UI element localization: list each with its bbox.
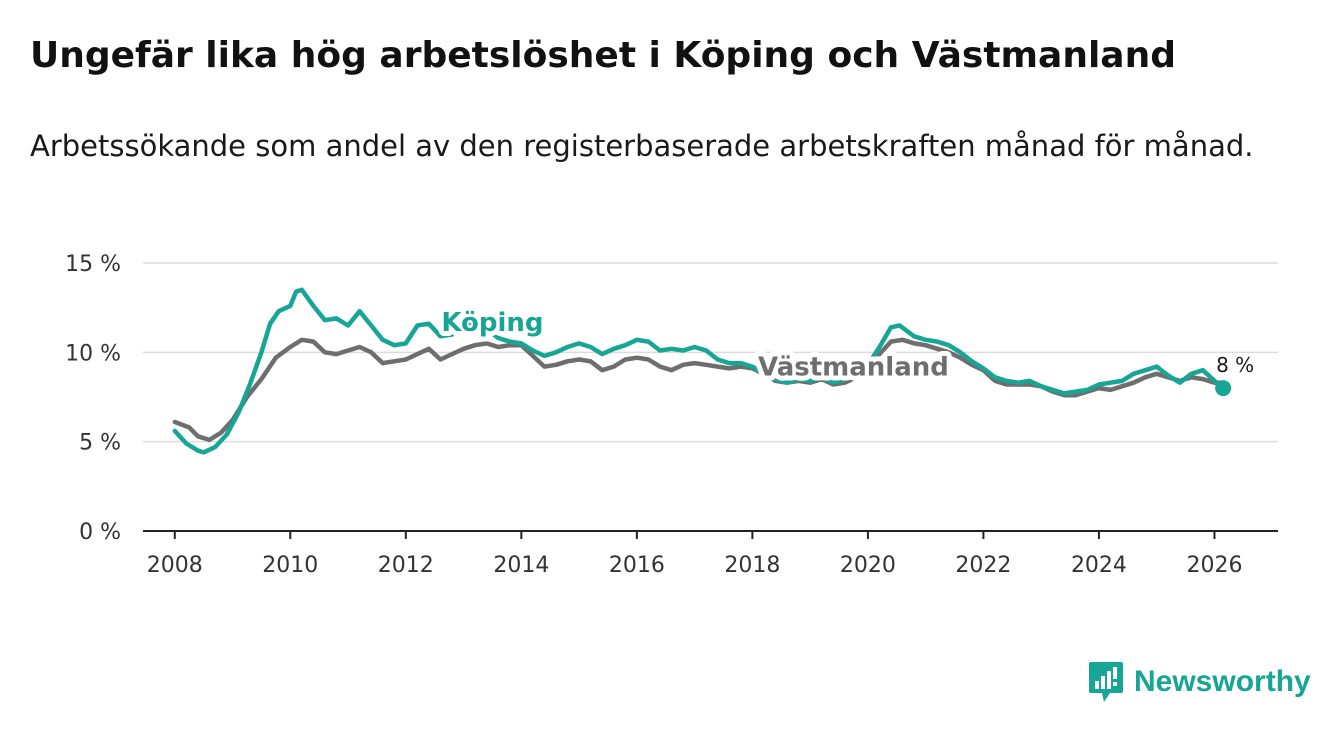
x-tick-label: 2012 [378, 553, 434, 578]
x-tick-label: 2024 [1071, 553, 1127, 578]
x-tick-label: 2010 [262, 553, 318, 578]
chart-subtitle: Arbetssökande som andel av den registerb… [30, 129, 1254, 163]
brand-name: Newsworthy [1134, 665, 1311, 698]
series-label-halo: Västmanland [758, 353, 949, 383]
x-tick-label: 2018 [724, 553, 780, 578]
newsworthy-logo-icon [1089, 662, 1123, 702]
y-tick-label: 5 % [79, 431, 121, 456]
series-line-v-stmanland [172, 337, 1226, 443]
series-label: Västmanland [758, 353, 949, 383]
series-label-halo: Köping [441, 308, 543, 338]
axes: 0 % 5 % 10 % 15 % 2008 2010 2012 2014 2016 2018 20… [65, 252, 1278, 578]
chart-title: Ungefär lika hög arbetslöshet i Köping o… [30, 35, 1176, 76]
end-value-label: 8 % [1216, 353, 1254, 377]
x-tick-label: 2020 [840, 553, 896, 578]
series-label: Köping [441, 308, 543, 338]
x-tick-label: 2014 [493, 553, 549, 578]
x-tick-label: 2022 [955, 553, 1011, 578]
series-line-k-ping [172, 287, 1226, 455]
end-point-marker [1215, 380, 1232, 397]
newsworthy-brand: Newsworthy [1088, 661, 1311, 703]
y-tick-label: 0 % [79, 520, 121, 545]
x-tick-label: 2026 [1186, 553, 1242, 578]
x-tick-label: 2008 [147, 553, 203, 578]
end-value-label-halo: 8 % [1216, 353, 1254, 377]
y-tick-label: 15 % [65, 252, 121, 277]
x-tick-label: 2016 [609, 553, 665, 578]
y-tick-label: 10 % [65, 341, 121, 366]
series-lines [172, 287, 1232, 455]
